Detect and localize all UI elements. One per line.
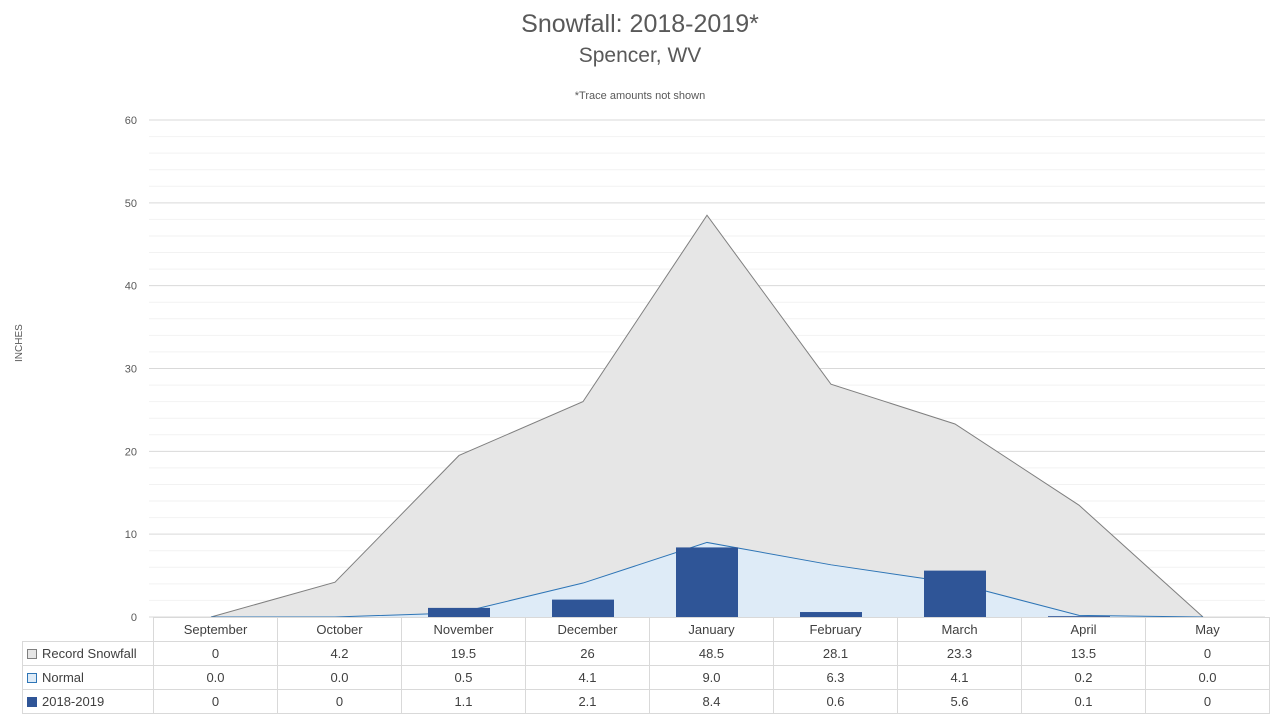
x-tick-label: November [401,617,526,642]
x-tick-label: December [525,617,650,642]
data-label: 0.0 [277,665,402,690]
x-tick-label: May [1145,617,1270,642]
table-row: Record Snowfall 0 4.2 19.5 26 48.5 28.1 23.3 13.… [22,641,1270,666]
data-table: September October November December January F… [22,617,1270,714]
legend-label: 2018-2019 [42,694,105,709]
bar-december [552,599,614,617]
normal-line [211,541,1204,618]
legend-label: Normal [42,670,84,685]
x-tick-label: September [153,617,278,642]
y-tick-label: 30 [125,364,137,376]
data-label: 23.3 [897,641,1022,666]
x-tick-label: January [649,617,774,642]
legend-swatch [27,672,37,683]
data-label: 0.6 [773,689,898,714]
legend-entry: Record Snowfall [22,641,154,666]
data-label: 8.4 [649,689,774,714]
chart-note: *Trace amounts not shown [574,90,706,102]
data-label: 5.6 [897,689,1022,714]
legend-swatch [27,696,37,707]
bar-march [924,570,986,617]
record-snowfall-area [211,215,1203,617]
bar-april [1048,616,1110,617]
data-label: 0.0 [153,665,278,690]
table-row: 2018-2019 0 0 1.1 2.1 8.4 0.6 5.6 0.1 0 [22,689,1270,714]
data-label: 19.5 [401,641,526,666]
data-label: 1.1 [401,689,526,714]
data-label: 0.5 [401,665,526,690]
data-label: 6.3 [773,665,898,690]
x-tick-label: October [277,617,402,642]
data-label: 4.1 [525,665,650,690]
y-tick-label: 60 [125,115,137,127]
data-label: 9.0 [649,665,774,690]
data-label: 4.2 [277,641,402,666]
legend-entry: Normal [22,665,154,690]
record-snowfall-line [210,214,1204,618]
data-label: 48.5 [649,641,774,666]
y-tick-label: 10 [125,529,137,541]
data-label: 0.1 [1021,689,1146,714]
data-label: 0 [277,689,402,714]
data-label: 2.1 [525,689,650,714]
bar-january [676,547,738,617]
table-corner [22,617,154,642]
data-label: 0 [1145,641,1270,666]
data-label: 28.1 [773,641,898,666]
data-label: 4.1 [897,665,1022,690]
data-label: 0 [153,641,278,666]
data-label: 26 [525,641,650,666]
data-label: 0 [1145,689,1270,714]
legend-swatch [27,648,37,659]
y-tick-label: 40 [125,281,137,293]
x-tick-label: February [773,617,898,642]
bar-february [800,612,862,617]
y-tick-label: 50 [125,198,137,210]
chart-subtitle: Spencer, WV [578,44,702,67]
data-label: 13.5 [1021,641,1146,666]
legend-label: Record Snowfall [42,646,137,661]
x-tick-label: April [1021,617,1146,642]
chart-title: Snowfall: 2018-2019* [521,10,759,38]
data-label: 0 [153,689,278,714]
y-tick-label: 20 [125,446,137,458]
data-label: 0.0 [1145,665,1270,690]
x-tick-label: March [897,617,1022,642]
data-label: 0.2 [1021,665,1146,690]
bar-november [428,607,490,617]
legend-entry: 2018-2019 [22,689,154,714]
table-row: Normal 0.0 0.0 0.5 4.1 9.0 6.3 4.1 0.2 0.0 [22,665,1270,690]
